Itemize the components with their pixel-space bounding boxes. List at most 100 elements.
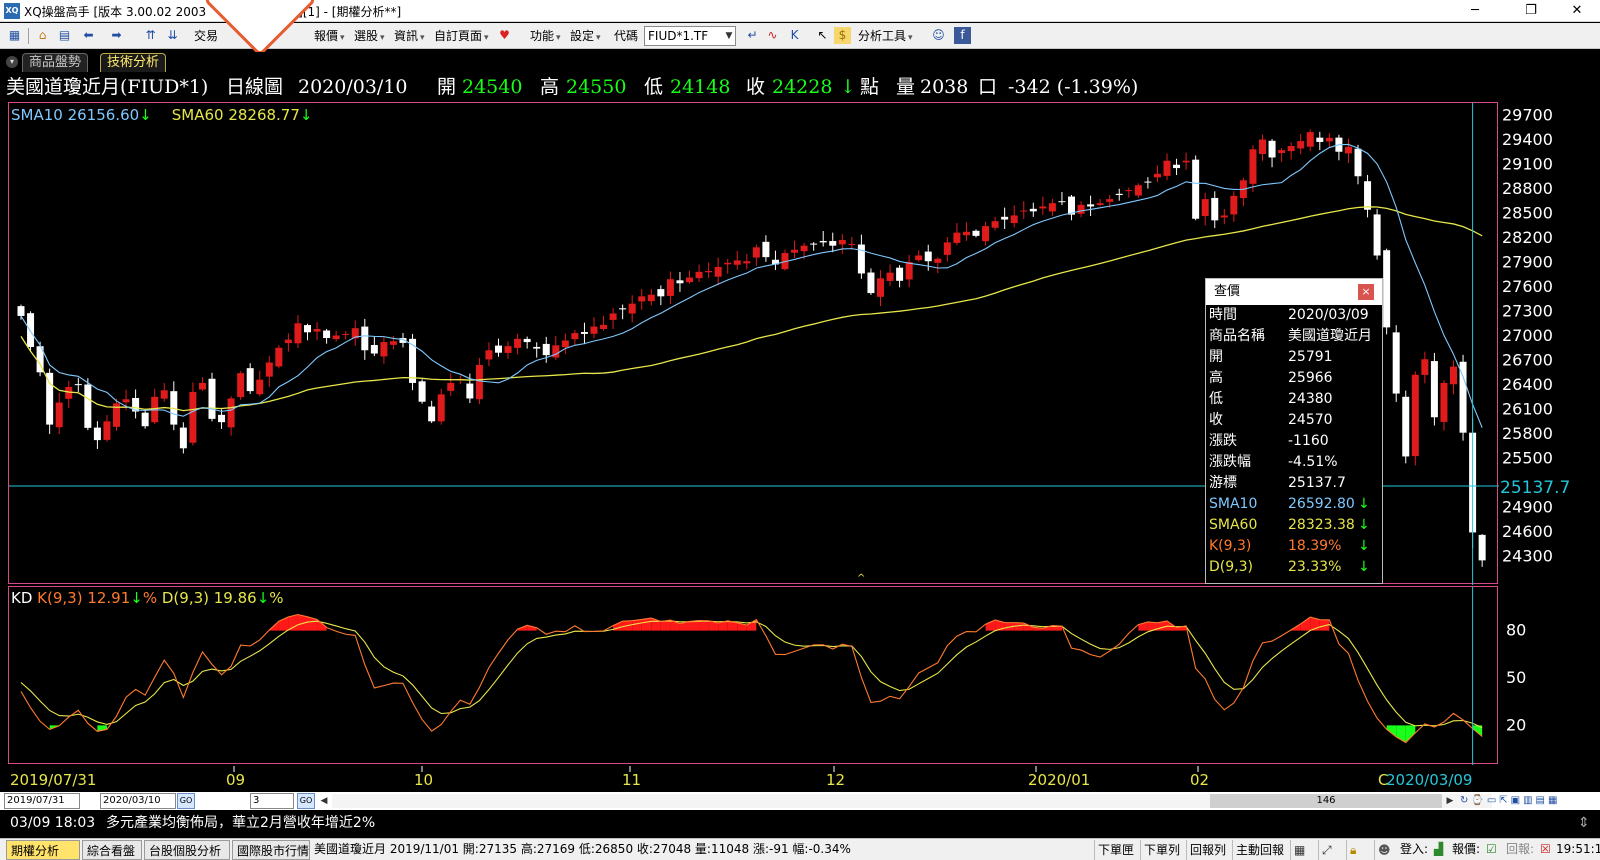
status-tab-overview[interactable]: 綜合看盤 (82, 840, 142, 860)
candle-body (141, 412, 149, 427)
quote-row-value: 2020/03/09 (1288, 307, 1369, 323)
go-button[interactable]: GO (177, 793, 195, 809)
news-expand-icon[interactable]: ⇕ (1578, 815, 1590, 831)
menu-analysis-tools[interactable]: 分析工具 (858, 27, 913, 45)
candle-body (1173, 164, 1181, 169)
candle-body (934, 258, 942, 263)
candle-body (65, 387, 73, 399)
page-icon[interactable]: ▤ (58, 28, 71, 42)
candle-body (74, 384, 82, 386)
close-icon[interactable]: × (1358, 284, 1374, 300)
candle-body (275, 347, 283, 367)
cross-icon: ☒ (1540, 842, 1551, 856)
candle-body (84, 384, 92, 428)
home-icon[interactable]: ⌂ (38, 28, 47, 42)
quote-row-label: 開 (1209, 349, 1223, 365)
menu-trade[interactable]: 交易 (194, 29, 219, 43)
candle-body (1306, 132, 1314, 147)
dollar-icon[interactable]: $ (834, 27, 851, 44)
order-row-button[interactable]: 下單列 (1140, 840, 1183, 860)
menu-settings[interactable]: 設定 (570, 27, 601, 45)
quote-row: 漲跌 -1160 (1206, 431, 1382, 452)
grid-icon[interactable]: ▦ (8, 28, 21, 42)
candle-body (218, 414, 226, 423)
user-icon[interactable]: ☻ (1374, 840, 1394, 860)
tab-menu-icon[interactable]: ▾ (6, 56, 18, 68)
candle-body (504, 346, 512, 353)
menu-stock-select[interactable]: 選股 (354, 27, 385, 45)
candle-body (552, 345, 560, 358)
end-date-field[interactable]: 2020/03/10 (100, 793, 176, 809)
lock-icon[interactable]: 🔒︎ (1346, 840, 1359, 860)
maximize-button[interactable]: ❐ (1525, 3, 1537, 18)
status-tab-options-analysis[interactable]: 期權分析 (6, 840, 80, 860)
menu-custom-page[interactable]: 自訂頁面 (434, 27, 489, 45)
price-tick-label: 28800 (1502, 179, 1553, 198)
clock-text: 19:51:14 (1556, 842, 1600, 856)
chart-line-icon[interactable]: ∿ (767, 28, 778, 42)
report-row-button[interactable]: 回報列 (1186, 840, 1229, 860)
report-status-label: 回報: (1506, 842, 1535, 856)
candle-body (829, 241, 837, 246)
news-ticker[interactable]: 03/09 18:03 多元產業均衡佈局，華立2月營收年增近2% ⇕ (0, 811, 1600, 835)
start-date-field[interactable]: 2019/07/31 (4, 793, 80, 809)
kd-chart-svg[interactable]: KD K(9,3) 12.91↓% D(9,3) 19.86↓% (9, 587, 1499, 765)
quote-popup[interactable]: 查價 × 時間 2020/03/09 商品名稱 美國道瓊近月開 25791 高 25966 低… (1205, 278, 1383, 584)
minimize-button[interactable]: ─ (1471, 3, 1479, 18)
menu-quote[interactable]: 報價 (314, 27, 345, 45)
candle-body (857, 244, 865, 274)
candle-body (838, 239, 846, 245)
chevron-down-icon[interactable]: ▼ (725, 31, 733, 41)
quote-popup-header[interactable]: 查價 × (1206, 279, 1382, 305)
candle-body (1096, 203, 1104, 205)
scroll-right-icon[interactable]: ▶ (1446, 796, 1454, 806)
calculator-icon[interactable]: ▦ (1290, 840, 1308, 860)
candle-k-icon[interactable]: K (790, 28, 799, 42)
quote-row-value: 28323.38 (1288, 517, 1355, 533)
candle-body (46, 372, 54, 425)
status-ticker: 美國道瓊近月 2019/11/01 開:27135 高:27169 低:2685… (314, 842, 851, 856)
pointer-icon[interactable]: ↖ (817, 28, 828, 42)
candle-body (1058, 201, 1066, 203)
forward-arrow-icon[interactable]: ➡ (111, 28, 122, 42)
status-tab-intl-markets[interactable]: 國際股市行情 (232, 840, 310, 860)
down-double-icon[interactable]: ⇊ (167, 28, 178, 42)
candle-body (953, 232, 961, 243)
active-report-button[interactable]: 主動回報 (1232, 840, 1287, 860)
zoom-field[interactable]: 3 (250, 793, 294, 809)
quote-row-value: 24380 (1288, 391, 1333, 407)
scroll-thumb[interactable]: 146 (1210, 794, 1442, 808)
candle-body (886, 272, 894, 281)
enter-icon[interactable]: ↵ (747, 28, 758, 42)
back-arrow-icon[interactable]: ⬅ (83, 28, 94, 42)
favorite-heart-icon[interactable]: ♥ (499, 28, 510, 42)
tab-market-overview[interactable]: 商品盤勢 (22, 53, 89, 72)
quote-row: 低 24380 (1206, 389, 1382, 410)
candle-body (485, 350, 493, 360)
zoom-go-button[interactable]: GO (297, 793, 315, 809)
kd-chart-panel[interactable]: KD K(9,3) 12.91↓% D(9,3) 19.86↓% (8, 586, 1499, 765)
down-arrow-icon: ↓ (1358, 517, 1370, 533)
quote-row-label: SMA60 (1209, 517, 1258, 533)
person-icon[interactable]: ☺ (932, 28, 945, 42)
overbought-fill (297, 614, 308, 631)
order-box-button[interactable]: 下單匣 (1094, 840, 1137, 860)
menu-function[interactable]: 功能 (530, 27, 561, 45)
up-double-icon[interactable]: ⇈ (145, 28, 156, 42)
close-window-button[interactable]: ✕ (1571, 3, 1583, 18)
code-input[interactable]: FIUD*1.TF (644, 26, 736, 46)
resize-icon[interactable]: ⤢ (1318, 840, 1335, 860)
scroll-track[interactable] (332, 794, 1492, 808)
chart-tool-icons[interactable]: ↻⌚▭⇱▣▥▤▦ (1460, 795, 1561, 806)
news-headline[interactable]: 多元產業均衡佈局，華立2月營收年增近2% (106, 815, 376, 831)
facebook-icon[interactable]: f (954, 27, 971, 44)
candle-body (533, 346, 541, 349)
candle-body (943, 242, 951, 255)
scroll-left-icon[interactable]: ◀ (320, 796, 328, 806)
status-tab-stock-analysis[interactable]: 台股個股分析 (144, 840, 230, 860)
tab-technical-analysis[interactable]: 技術分析 (100, 53, 167, 72)
menu-info[interactable]: 資訊 (394, 27, 425, 45)
quote-row-label: 低 (1209, 391, 1223, 407)
